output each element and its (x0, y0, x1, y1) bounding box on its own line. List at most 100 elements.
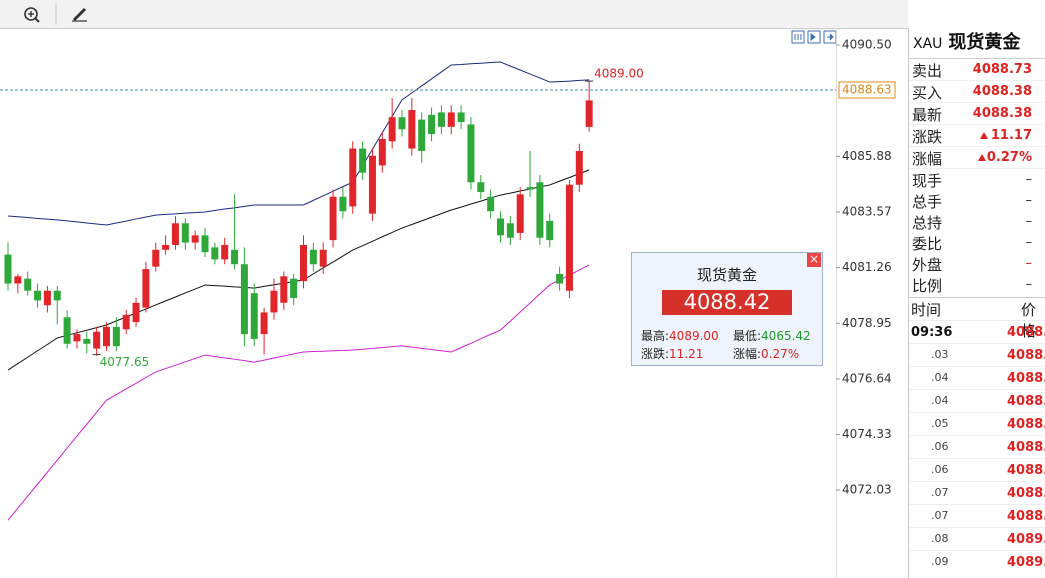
quote-row: 比例 – (909, 274, 1045, 295)
tick-price: 4088. (1007, 417, 1045, 432)
quote-row: 卖出 4088.73 (909, 59, 1045, 81)
tick-time: .05 (931, 417, 949, 430)
row-value: 4088.73 (972, 62, 1032, 77)
tick-time: .09 (931, 555, 949, 568)
candle-body (536, 182, 544, 238)
candle-body (112, 326, 120, 347)
candle-body (250, 293, 258, 339)
low-label: 4077.65 (100, 355, 150, 369)
candle-body (487, 196, 495, 212)
y-tick-label: 4072.03 (842, 483, 892, 497)
candle-body (34, 290, 42, 301)
row-value: 0.27% (986, 150, 1032, 165)
tick-time: .07 (931, 486, 949, 499)
field-label: 最低: (733, 329, 762, 343)
candle-body (103, 326, 110, 347)
zoom-button[interactable] (8, 3, 52, 25)
row-value: 4088.38 (972, 106, 1032, 121)
up-arrow (980, 132, 988, 139)
header-cell: 时间 (911, 301, 942, 319)
tick-time: .07 (931, 509, 949, 522)
candle-body (83, 338, 91, 344)
candle-body (319, 249, 327, 267)
candle-body (467, 124, 475, 183)
candle-body (122, 314, 130, 330)
tick-price: 4088. (1007, 348, 1045, 363)
candle-body (477, 182, 485, 192)
tick-row: .07 4088. (909, 504, 1045, 527)
header-cell: 价格 (1021, 301, 1037, 340)
tick-row: .06 4088. (909, 435, 1045, 458)
y-tick-label: 4090.50 (842, 37, 892, 51)
tick-time: .03 (931, 348, 949, 361)
row-value: – (1025, 214, 1033, 229)
y-tick-label: 4085.88 (842, 149, 892, 163)
tick-price: 4088. (1007, 509, 1045, 524)
candle-body (270, 290, 278, 313)
popup-field: 涨幅:0.27% (733, 345, 799, 362)
field-label: 最高: (641, 329, 670, 343)
tick-time: .08 (931, 532, 949, 545)
candle-body (221, 244, 229, 260)
quote-row: 现手 – (909, 169, 1045, 190)
quote-row: 总持 – (909, 211, 1045, 232)
candle-body (142, 269, 150, 308)
candle-body (181, 223, 189, 243)
candle-body (211, 247, 219, 260)
row-label: 委比 (912, 235, 943, 253)
candle-body (280, 276, 288, 303)
row-value: – (1025, 235, 1033, 250)
candle-body (585, 100, 593, 127)
candle-body (152, 249, 160, 267)
candle-body (398, 117, 406, 130)
quote-row: 委比 – (909, 232, 1045, 253)
tick-price: 4088. (1007, 371, 1045, 386)
candle-body (565, 184, 573, 291)
y-tick-label: 4083.57 (842, 204, 892, 218)
candle-body (240, 264, 248, 335)
candle-body (93, 331, 101, 349)
candle-body (132, 302, 140, 323)
tick-price: 4088. (1007, 325, 1045, 340)
tick-time: .06 (931, 463, 949, 476)
tick-row: .05 4088. (909, 412, 1045, 435)
candle-body (339, 196, 347, 212)
row-label: 现手 (912, 172, 943, 190)
band-line (7, 264, 590, 521)
candle-body (378, 138, 386, 166)
tick-row: .07 4088. (909, 481, 1045, 504)
row-label: 总持 (912, 214, 943, 232)
candle-body (457, 112, 465, 123)
candle-body (428, 114, 436, 135)
y-tick-label: 4076.64 (842, 371, 892, 385)
field-value: 0.27% (761, 347, 800, 361)
candle-body (191, 235, 199, 243)
tick-row: 09:36 4088. (909, 320, 1045, 343)
tick-row: .06 4088. (909, 458, 1045, 481)
chart-tools[interactable] (791, 30, 837, 44)
candle-body (171, 223, 179, 245)
quote-row: 买入 4088.38 (909, 81, 1045, 103)
y-tick-label: 4074.33 (842, 427, 892, 441)
up-arrow (978, 154, 986, 161)
high-label: 4089.00 (594, 67, 644, 81)
draw-button[interactable] (72, 7, 87, 22)
quote-row: 涨跌 11.17 (909, 125, 1045, 147)
tick-price: 4088. (1007, 394, 1045, 409)
row-label: 涨幅 (912, 150, 943, 168)
row-label: 买入 (912, 84, 943, 102)
popup-field: 涨跌:11.21 (641, 345, 703, 362)
row-label: 涨跌 (912, 128, 943, 146)
popup-close[interactable]: × (807, 252, 821, 267)
quote-rows: 卖出 4088.73 买入 4088.38 最新 4088.38 涨跌 11.17 涨幅 0.27… (909, 59, 1045, 295)
candle-body (526, 187, 534, 190)
tick-price: 4089. (1007, 532, 1045, 547)
candle-body (516, 194, 524, 233)
row-value: 11.17 (990, 128, 1032, 143)
candle-body (260, 312, 268, 335)
candle-body (4, 254, 12, 284)
row-value: 4088.38 (972, 84, 1032, 99)
candle-body (329, 196, 337, 241)
band-line (7, 61, 590, 226)
row-value: – (1025, 277, 1033, 292)
